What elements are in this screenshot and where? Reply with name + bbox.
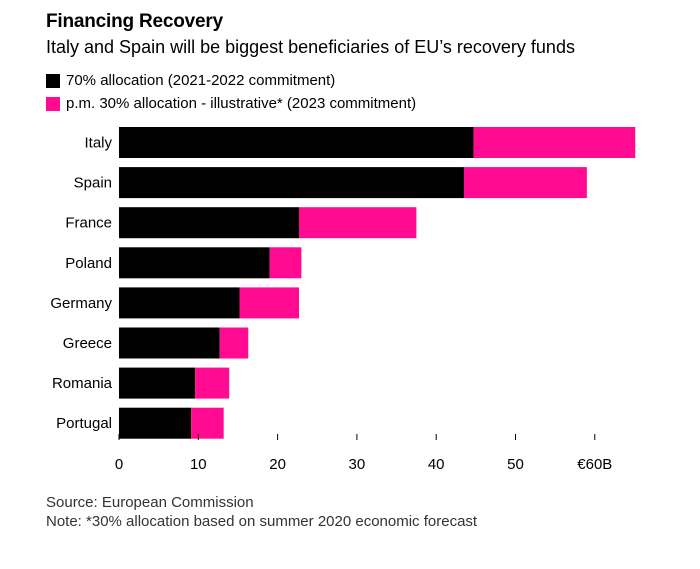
bar-romania-series-2 <box>195 367 230 399</box>
bar-poland-series-2 <box>269 247 302 279</box>
x-tick-label-10: 10 <box>190 456 207 473</box>
bar-greece-series-1 <box>119 327 220 359</box>
category-label-spain: Spain <box>74 175 112 192</box>
category-label-greece: Greece <box>63 335 112 352</box>
category-label-germany: Germany <box>50 295 112 312</box>
legend-label-70-allocation: 70% allocation (2021-2022 commitment) <box>66 72 336 89</box>
legend-swatch-black <box>46 73 60 88</box>
bar-portugal-series-2 <box>191 407 224 439</box>
x-tick-label-20: 20 <box>269 456 286 473</box>
legend-label-30-allocation: p.m. 30% allocation - illustrative* (202… <box>66 95 417 112</box>
bar-germany-series-1 <box>119 287 240 319</box>
x-tick-label-30: 30 <box>349 456 366 473</box>
legend-item-70-allocation: 70% allocation (2021-2022 commitment) <box>46 72 335 89</box>
category-label-romania: Romania <box>52 375 113 392</box>
legend-item-30-allocation: p.m. 30% allocation - illustrative* (202… <box>46 95 416 112</box>
legend-swatch-pink <box>46 96 60 111</box>
footnote: Note: *30% allocation based on summer 20… <box>46 513 478 530</box>
source-note: Source: European Commission <box>46 494 254 511</box>
bar-portugal-series-1 <box>119 407 192 439</box>
chart-subtitle: Italy and Spain will be biggest benefici… <box>46 37 575 57</box>
category-label-portugal: Portugal <box>56 415 112 432</box>
category-label-poland: Poland <box>65 255 112 272</box>
x-tick-label-60: €60B <box>577 456 612 473</box>
bar-italy-series-2 <box>473 127 636 158</box>
bar-greece-series-2 <box>219 327 249 359</box>
bar-france-series-1 <box>119 207 300 239</box>
bar-poland-series-1 <box>119 247 270 279</box>
bar-spain-series-2 <box>463 167 587 199</box>
x-tick-label-0: 0 <box>115 456 123 473</box>
bar-germany-series-2 <box>239 287 300 319</box>
bar-france-series-2 <box>299 207 417 239</box>
category-label-france: France <box>65 215 112 232</box>
bar-spain-series-1 <box>119 167 464 199</box>
x-tick-label-40: 40 <box>428 456 445 473</box>
chart-title: Financing Recovery <box>46 11 223 32</box>
bar-romania-series-1 <box>119 367 196 399</box>
x-tick-label-50: 50 <box>507 456 524 473</box>
category-label-italy: Italy <box>84 135 112 152</box>
bar-italy-series-1 <box>119 127 474 158</box>
